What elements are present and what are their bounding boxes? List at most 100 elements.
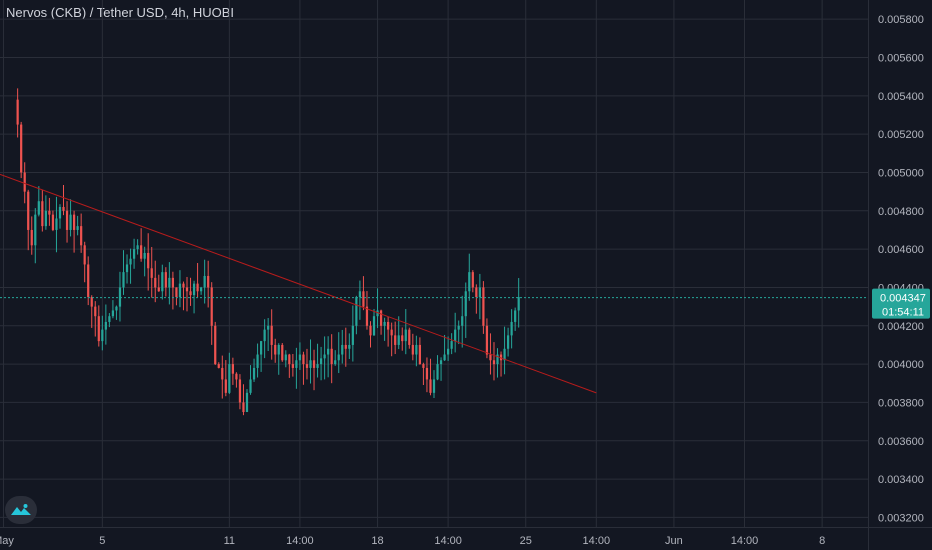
candle[interactable] — [390, 322, 393, 357]
candle[interactable] — [154, 260, 157, 303]
candle[interactable] — [348, 333, 351, 359]
candle[interactable] — [30, 216, 33, 255]
trendline[interactable] — [0, 173, 597, 394]
candle[interactable] — [503, 326, 506, 375]
candle[interactable] — [125, 254, 129, 284]
candle[interactable] — [422, 362, 425, 385]
candle[interactable] — [104, 304, 107, 345]
candle[interactable] — [83, 241, 86, 283]
candle[interactable] — [51, 210, 55, 232]
candle[interactable] — [178, 270, 182, 308]
candle[interactable] — [196, 263, 199, 298]
candle[interactable] — [496, 348, 499, 378]
candle[interactable] — [341, 329, 344, 364]
candle[interactable] — [175, 287, 178, 306]
candle[interactable] — [136, 239, 139, 255]
candle[interactable] — [69, 199, 72, 237]
candle[interactable] — [132, 238, 136, 269]
candle[interactable] — [362, 276, 365, 311]
candle[interactable] — [171, 271, 175, 310]
candle[interactable] — [492, 342, 496, 381]
candle[interactable] — [291, 354, 294, 377]
candle[interactable] — [235, 372, 238, 388]
candle[interactable] — [302, 351, 305, 385]
candle[interactable] — [87, 256, 90, 306]
candle[interactable] — [231, 357, 234, 385]
candle[interactable] — [298, 342, 302, 370]
candle[interactable] — [394, 321, 397, 355]
candle[interactable] — [210, 282, 213, 345]
candle[interactable] — [65, 201, 69, 243]
candle[interactable] — [450, 333, 453, 355]
candle[interactable] — [129, 248, 132, 284]
candle[interactable] — [189, 277, 192, 306]
candle[interactable] — [270, 309, 273, 360]
candle[interactable] — [401, 327, 404, 351]
candle[interactable] — [118, 271, 122, 322]
candle[interactable] — [436, 355, 439, 381]
candle[interactable] — [259, 340, 263, 372]
candle[interactable] — [90, 295, 93, 328]
candle[interactable] — [111, 300, 115, 319]
candle[interactable] — [238, 374, 242, 410]
candle[interactable] — [27, 189, 30, 251]
candle[interactable] — [76, 215, 79, 236]
price-axis[interactable]: 0.005800 0.005600 0.005400 0.005200 0.005000… — [868, 0, 924, 550]
candle[interactable] — [242, 384, 245, 416]
candle[interactable] — [200, 286, 203, 295]
candle[interactable] — [425, 357, 429, 393]
candle[interactable] — [355, 295, 358, 335]
candle[interactable] — [143, 246, 146, 277]
candle[interactable] — [249, 365, 252, 395]
candle[interactable] — [23, 162, 26, 204]
candle[interactable] — [457, 320, 460, 345]
candle[interactable] — [228, 352, 231, 395]
candle[interactable] — [101, 315, 104, 351]
candle[interactable] — [369, 321, 372, 348]
candle[interactable] — [295, 347, 298, 389]
candle[interactable] — [277, 343, 280, 375]
candle[interactable] — [263, 319, 266, 359]
candle[interactable] — [157, 274, 160, 292]
candle[interactable] — [94, 301, 97, 337]
candle[interactable] — [161, 264, 164, 300]
candle[interactable] — [80, 213, 83, 253]
candle[interactable] — [147, 233, 150, 291]
candle[interactable] — [72, 210, 76, 253]
candle[interactable] — [252, 358, 256, 382]
candle[interactable] — [327, 336, 330, 378]
candle[interactable] — [267, 318, 270, 352]
candle[interactable] — [471, 270, 474, 293]
candle[interactable] — [387, 316, 390, 347]
candle[interactable] — [499, 351, 503, 377]
candle[interactable] — [108, 313, 111, 328]
candle[interactable] — [214, 321, 217, 365]
candle[interactable] — [305, 348, 309, 380]
candle[interactable] — [408, 327, 411, 349]
candle[interactable] — [44, 195, 47, 230]
candle[interactable] — [182, 281, 185, 311]
candle[interactable] — [37, 186, 40, 217]
candle[interactable] — [383, 317, 386, 341]
candle[interactable] — [468, 253, 471, 301]
candle[interactable] — [217, 362, 220, 369]
candle[interactable] — [443, 334, 446, 361]
candle[interactable] — [337, 332, 340, 374]
candle[interactable] — [517, 278, 520, 328]
candle[interactable] — [482, 281, 485, 334]
candle[interactable] — [432, 370, 436, 398]
candle[interactable] — [281, 343, 284, 362]
candle[interactable] — [48, 197, 51, 226]
candle[interactable] — [439, 357, 443, 381]
candle[interactable] — [397, 316, 400, 350]
candle[interactable] — [55, 196, 58, 253]
candle[interactable] — [245, 389, 249, 413]
candle[interactable] — [454, 312, 457, 353]
candle[interactable] — [404, 309, 407, 355]
time-axis[interactable]: May 5 11 14:00 18 14:00 25 14:00 Jun 14:00 8 — [0, 527, 932, 548]
candle[interactable] — [256, 343, 259, 378]
candle[interactable] — [122, 250, 125, 295]
candle[interactable] — [411, 333, 414, 361]
candle[interactable] — [309, 339, 312, 384]
candle[interactable] — [192, 280, 196, 314]
